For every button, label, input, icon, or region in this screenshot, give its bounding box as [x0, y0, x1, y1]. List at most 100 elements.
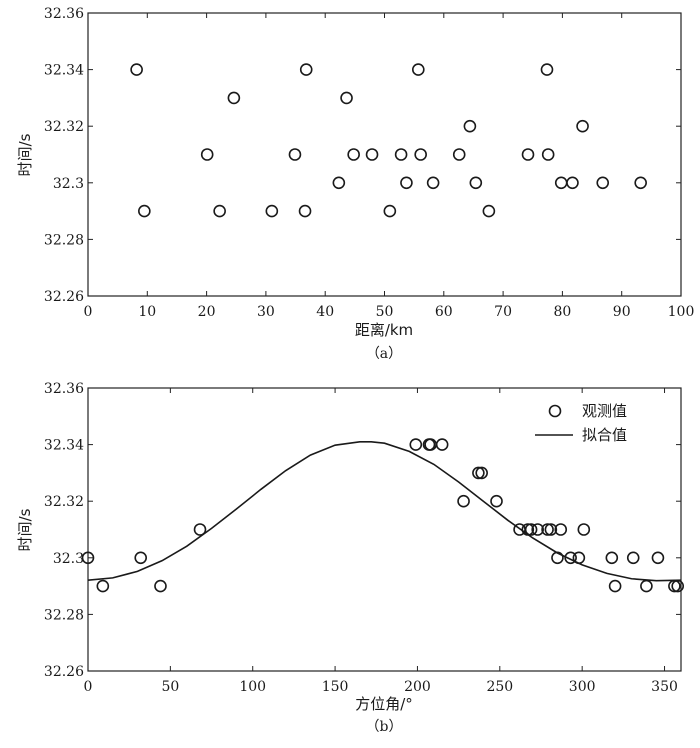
panel-b-data-point	[409, 438, 423, 451]
panel-a-xlabel: 距离/km	[355, 321, 413, 339]
panel-a-data-point	[227, 91, 241, 105]
legend-label-observed: 观测值	[582, 402, 627, 420]
panel-b-ytick-label: 32.34	[44, 438, 84, 454]
panel-a-caption: （a）	[366, 346, 402, 362]
panel-a-ytick-label: 32.34	[44, 63, 84, 79]
panel-a-data-point	[469, 176, 483, 190]
panel-a-data-point	[130, 63, 143, 76]
panel-b-data-point	[193, 523, 207, 536]
panel-b-data-point	[435, 438, 449, 451]
panel-a-xtick-label: 0	[84, 304, 93, 320]
panel-b-data-point	[626, 551, 640, 565]
panel-a-data-point	[138, 204, 151, 218]
panel-b-points	[81, 438, 685, 593]
panel-a-xtick-label: 30	[257, 304, 275, 320]
panel-a-xtick-label: 60	[435, 304, 453, 320]
panel-b-data-point	[541, 523, 554, 536]
panel-a-data-point	[347, 148, 360, 161]
panel-b-ytick-label: 32.32	[44, 494, 84, 510]
panel-b-ylabel: 时间/s	[16, 508, 34, 551]
panel-a-xtick-label: 70	[494, 304, 512, 320]
panel-b-data-point	[605, 551, 619, 565]
panel-a-data-point	[414, 148, 427, 161]
panel-a-xtick-label: 50	[376, 304, 394, 320]
panel-b-xtick-label: 200	[404, 679, 431, 695]
panel-b-data-point	[668, 579, 681, 593]
panel-b-data-point	[554, 523, 568, 536]
panel-b-xtick-label: 300	[569, 679, 596, 695]
panel-a-ytick-label: 32.32	[44, 119, 84, 135]
panel-b-data-point	[524, 523, 538, 536]
panel-b-xlabel: 方位角/°	[355, 695, 413, 713]
panel-a-xtick-label: 20	[198, 304, 216, 320]
panel-b-ytick-label: 32.36	[44, 381, 84, 397]
panel-b-data-point	[551, 551, 564, 565]
panel-a: 0 10 20 30 40 50 60 70 80 90 100 32.26 32.28 32.3 32.3…	[16, 6, 694, 362]
panel-b-data-point	[531, 523, 544, 536]
panel-b-data-point	[134, 551, 148, 565]
panel-a-xtick-label: 40	[316, 304, 334, 320]
panel-a-data-point	[400, 176, 413, 190]
panel-a-data-point	[426, 176, 440, 190]
panel-a-data-point	[265, 204, 279, 218]
panel-b-xtick-label: 250	[486, 679, 513, 695]
panel-a-data-point	[452, 148, 466, 161]
panel-a-data-point	[634, 176, 647, 190]
panel-a-data-point	[412, 63, 425, 76]
panel-a-data-point	[340, 91, 353, 105]
panel-b-data-point	[154, 579, 167, 593]
panel-b-data-point	[521, 523, 535, 536]
panel-b-data-point	[671, 579, 685, 593]
panel-b-caption: （b）	[366, 719, 403, 735]
panel-a-xtick-label: 10	[138, 304, 156, 320]
panel-b-data-point	[651, 551, 665, 565]
panel-a-data-point	[482, 204, 496, 218]
panel-b-data-point	[490, 494, 503, 508]
panel-b-data-point	[472, 466, 485, 480]
panel-b-frame	[87, 387, 682, 672]
panel-a-points	[130, 63, 647, 218]
panel-a-data-point	[332, 176, 346, 190]
panel-b-ticks: 0 50 100 150 200 250 300 350 32.26 32.28 32.3 32.32…	[44, 381, 681, 695]
panel-a-data-point	[541, 148, 555, 161]
panel-a-data-point	[200, 148, 214, 161]
panel-b-data-point	[564, 551, 577, 565]
panel-a-data-point	[521, 148, 535, 161]
panel-a-xtick-label: 80	[553, 304, 571, 320]
panel-a-data-point	[365, 148, 379, 161]
panel-a-ytick-label: 32.28	[44, 232, 84, 248]
panel-b: 0 50 100 150 200 250 300 350 32.26 32.28 32.3 32.32…	[16, 381, 685, 735]
panel-a-data-point	[596, 176, 610, 190]
panel-a-ylabel: 时间/s	[16, 133, 34, 176]
panel-a-xtick-label: 90	[613, 304, 631, 320]
panel-b-ytick-label: 32.3	[53, 551, 84, 567]
panel-b-data-point	[572, 551, 586, 565]
panel-b-data-point	[640, 579, 653, 593]
panel-a-ytick-label: 32.3	[53, 176, 84, 192]
panel-a-data-point	[383, 204, 397, 218]
panel-a-frame	[87, 12, 682, 297]
panel-a-data-point	[288, 148, 302, 161]
panel-a-data-point	[554, 176, 568, 190]
panel-b-data-point	[544, 523, 558, 536]
panel-b-xtick-label: 100	[239, 679, 266, 695]
panel-a-data-point	[540, 63, 554, 76]
panel-a-data-point	[576, 119, 589, 133]
panel-a-ytick-label: 32.26	[44, 289, 84, 305]
panel-b-data-point	[457, 494, 470, 508]
legend-label-fit: 拟合值	[582, 426, 627, 444]
panel-a-data-point	[213, 204, 226, 218]
panel-b-xtick-label: 350	[651, 679, 678, 695]
panel-b-legend: 观测值 拟合值	[535, 402, 627, 444]
panel-a-data-point	[299, 63, 313, 76]
panel-b-ytick-label: 32.26	[44, 664, 84, 680]
panel-b-data-point	[577, 523, 591, 536]
panel-a-data-point	[566, 176, 579, 190]
panel-b-fit-line	[87, 440, 682, 582]
panel-a-data-point	[298, 204, 312, 218]
panel-b-data-point	[81, 551, 95, 565]
panel-b-xtick-label: 150	[322, 679, 349, 695]
panel-a-data-point	[463, 119, 477, 133]
panel-b-xtick-label: 50	[161, 679, 179, 695]
